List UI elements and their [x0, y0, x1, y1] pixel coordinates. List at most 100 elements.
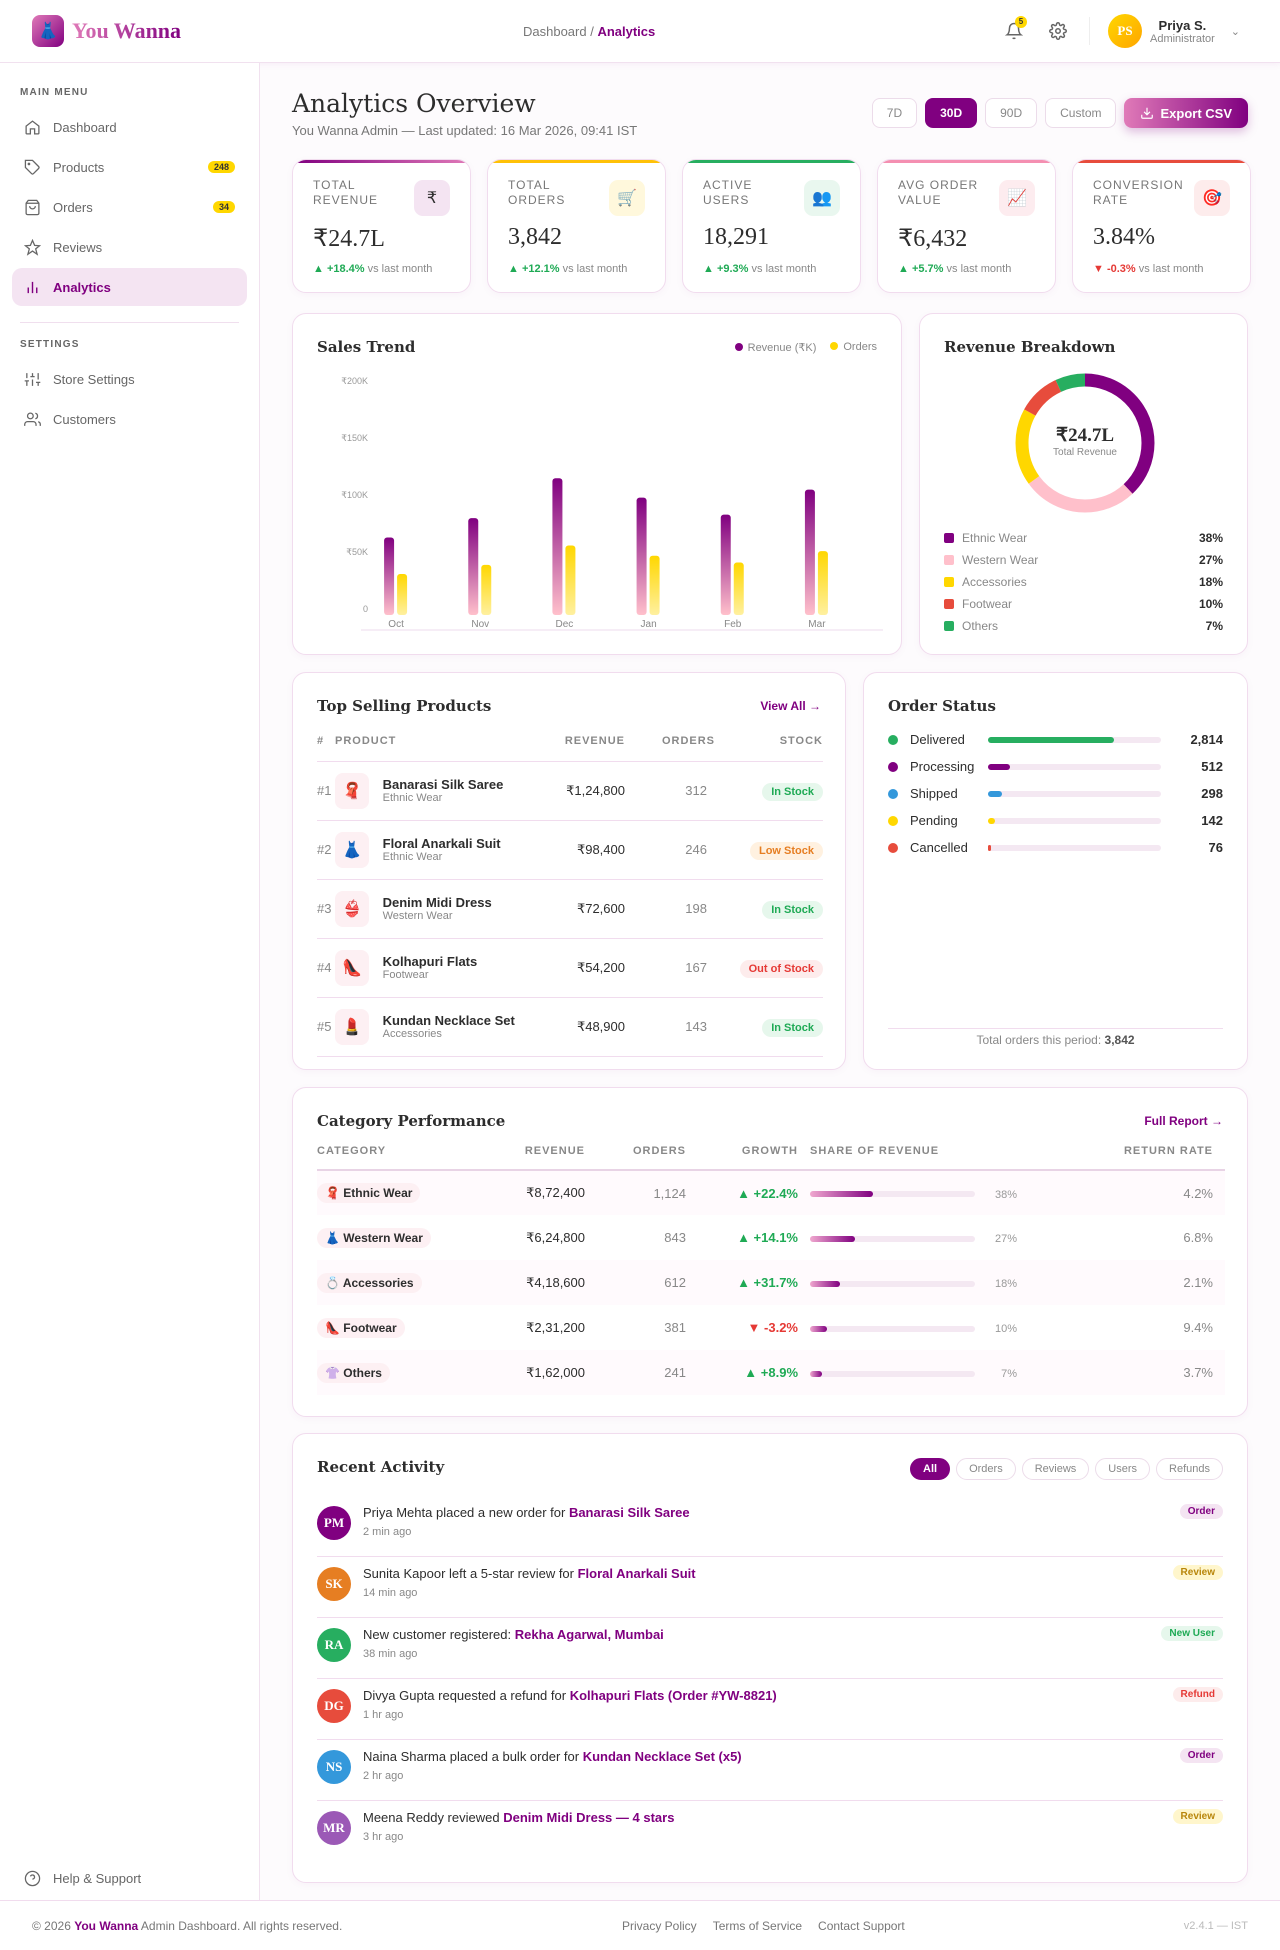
legend-swatch — [944, 599, 954, 609]
revenue: ₹98,400 — [535, 820, 625, 880]
list-item[interactable]: NS Naina Sharma placed a bulk order for … — [317, 1740, 1223, 1801]
full-report-link[interactable]: Full Report → — [1144, 1114, 1223, 1128]
sidebar-item-dashboard[interactable]: Dashboard — [12, 108, 247, 146]
kpi-accent-bar — [683, 160, 860, 163]
activity-type-badge: Order — [1179, 1504, 1223, 1519]
help-support-link[interactable]: Help & Support — [12, 1859, 248, 1897]
filter-all[interactable]: All — [910, 1458, 951, 1480]
activity-text: Priya Mehta placed a new order for Banar… — [363, 1505, 690, 1520]
notifications-button[interactable]: 5 — [1001, 16, 1027, 44]
bar-revenue-oct[interactable] — [384, 537, 395, 615]
contact-support-link[interactable]: Contact Support — [818, 1919, 905, 1933]
help-label: Help & Support — [53, 1870, 142, 1886]
stock-badge: In Stock — [762, 783, 823, 801]
kpi-label: TOTAL ORDERS — [508, 178, 566, 207]
list-item[interactable]: MR Meena Reddy reviewed Denim Midi Dress… — [317, 1801, 1223, 1862]
bar-revenue-jan[interactable] — [636, 497, 647, 615]
list-item[interactable]: PM Priya Mehta placed a new order for Ba… — [317, 1496, 1223, 1557]
table-row[interactable]: #4 👠 Kolhapuri Flats Footwear ₹54,200 167… — [317, 938, 823, 998]
y-tick-label: ₹50K — [346, 547, 368, 557]
bar-orders-feb[interactable] — [733, 562, 744, 615]
table-row[interactable]: 👗 Western Wear ₹6,24,800 843 ▲ +14.1% 27… — [317, 1215, 1225, 1260]
sidebar-item-orders[interactable]: Orders 34 — [12, 188, 247, 226]
table-row[interactable]: 🧣 Ethnic Wear ₹8,72,400 1,124 ▲ +22.4% 3… — [317, 1170, 1225, 1215]
bar-revenue-feb[interactable] — [720, 514, 731, 615]
filter-users[interactable]: Users — [1095, 1458, 1151, 1480]
activity-link[interactable]: Denim Midi Dress — 4 stars — [503, 1810, 675, 1825]
bar-orders-nov[interactable] — [481, 564, 492, 615]
status-progress-bar — [988, 763, 1161, 770]
range-custom-button[interactable]: Custom — [1045, 98, 1117, 128]
sidebar-item-reviews[interactable]: Reviews — [12, 228, 247, 266]
table-row[interactable]: 💍 Accessories ₹4,18,600 612 ▲ +31.7% 18%… — [317, 1260, 1225, 1305]
category-icon: 🧣 — [325, 1186, 340, 1200]
table-row[interactable]: #1 🧣 Banarasi Silk Saree Ethnic Wear ₹1,2… — [317, 761, 823, 821]
list-item[interactable]: RA New customer registered: Rekha Agarwa… — [317, 1618, 1223, 1679]
activity-text: Naina Sharma placed a bulk order for Kun… — [363, 1749, 742, 1764]
table-row[interactable]: #5 💄 Kundan Necklace Set Accessories ₹48,… — [317, 997, 823, 1057]
privacy-policy-link[interactable]: Privacy Policy — [622, 1919, 697, 1933]
export-csv-button[interactable]: Export CSV — [1124, 98, 1248, 128]
activity-link[interactable]: Banarasi Silk Saree — [568, 1505, 690, 1520]
x-tick-label: Jan — [641, 619, 657, 630]
filter-reviews[interactable]: Reviews — [1021, 1458, 1090, 1480]
filter-refunds[interactable]: Refunds — [1156, 1458, 1223, 1480]
settings-button[interactable] — [1045, 18, 1071, 44]
product-name[interactable]: Floral Anarkali Suit — [382, 836, 501, 851]
x-tick-label: Dec — [556, 619, 574, 630]
activity-link[interactable]: Rekha Agarwal, Mumbai — [514, 1627, 664, 1642]
bar-revenue-mar[interactable] — [804, 489, 815, 615]
table-row[interactable]: 👚 Others ₹1,62,000 241 ▲ +8.9% 7% 3.7% — [317, 1350, 1225, 1395]
kpi-label: AVG ORDER VALUE — [898, 178, 979, 207]
status-label: Cancelled — [910, 840, 968, 855]
sidebar-item-analytics[interactable]: Analytics — [12, 268, 247, 306]
sidebar-item-products[interactable]: Products 248 — [12, 148, 247, 186]
sidebar-item-store-settings[interactable]: Store Settings — [12, 360, 247, 398]
range-90d-button[interactable]: 90D — [985, 98, 1038, 128]
table-row[interactable]: #3 👙 Denim Midi Dress Western Wear ₹72,60… — [317, 879, 823, 939]
share-bar — [810, 1325, 975, 1332]
bar-revenue-nov[interactable] — [468, 518, 479, 615]
breadcrumb-dashboard[interactable]: Dashboard — [523, 24, 587, 39]
avatar: SK — [317, 1567, 351, 1601]
status-progress-bar — [988, 817, 1161, 824]
activity-link[interactable]: Floral Anarkali Suit — [577, 1566, 696, 1581]
status-dot — [888, 761, 898, 772]
activity-link[interactable]: Kundan Necklace Set (x5) — [582, 1749, 742, 1764]
kpi-change: ▲ +12.1% vs last month — [508, 263, 628, 275]
bar-orders-oct[interactable] — [397, 573, 408, 615]
bar-revenue-dec[interactable] — [552, 478, 563, 615]
activity-time: 38 min ago — [363, 1648, 418, 1660]
table-row[interactable]: #2 👗 Floral Anarkali Suit Ethnic Wear ₹98… — [317, 820, 823, 880]
activity-link[interactable]: Kolhapuri Flats (Order #YW-8821) — [569, 1688, 777, 1703]
product-name[interactable]: Kolhapuri Flats — [382, 954, 478, 969]
list-item[interactable]: DG Divya Gupta requested a refund for Ko… — [317, 1679, 1223, 1740]
terms-link[interactable]: Terms of Service — [712, 1919, 803, 1933]
activity-filters: All Orders Reviews Users Refunds — [910, 1458, 1223, 1480]
avatar: MR — [317, 1811, 351, 1845]
range-30d-button[interactable]: 30D — [925, 98, 978, 128]
bar-orders-jan[interactable] — [649, 555, 660, 615]
category-icon: 💍 — [325, 1275, 340, 1290]
view-all-link[interactable]: View All → — [760, 699, 821, 713]
star-icon — [24, 238, 41, 256]
product-name[interactable]: Banarasi Silk Saree — [382, 777, 504, 792]
user-menu[interactable]: PS Priya S. Administrator ⌄ — [1107, 14, 1240, 48]
bar-orders-dec[interactable] — [565, 545, 576, 615]
filter-orders[interactable]: Orders — [956, 1458, 1016, 1480]
brand-logo[interactable]: 👗 You Wanna — [32, 15, 181, 47]
product-name[interactable]: Denim Midi Dress — [382, 895, 492, 910]
legend-label: Others — [962, 619, 999, 633]
bar-orders-mar[interactable] — [817, 551, 828, 615]
revenue: ₹1,24,800 — [535, 761, 625, 821]
order-status-row: Cancelled 76 — [888, 834, 1223, 861]
product-name[interactable]: Kundan Necklace Set — [382, 1013, 515, 1028]
sidebar-item-label: Store Settings — [53, 371, 135, 387]
orders: 843 — [664, 1230, 686, 1245]
date-range-selector: 7D 30D 90D Custom Export CSV — [871, 98, 1248, 128]
table-row[interactable]: 👠 Footwear ₹2,31,200 381 ▼ -3.2% 10% 9.4… — [317, 1305, 1225, 1350]
range-7d-button[interactable]: 7D — [871, 98, 918, 128]
list-item[interactable]: SK Sunita Kapoor left a 5-star review fo… — [317, 1557, 1223, 1618]
kpi-card: AVG ORDER VALUE 📈 ₹6,432 ▲ +5.7% vs last… — [877, 159, 1056, 293]
sidebar-item-customers[interactable]: Customers — [12, 400, 247, 438]
